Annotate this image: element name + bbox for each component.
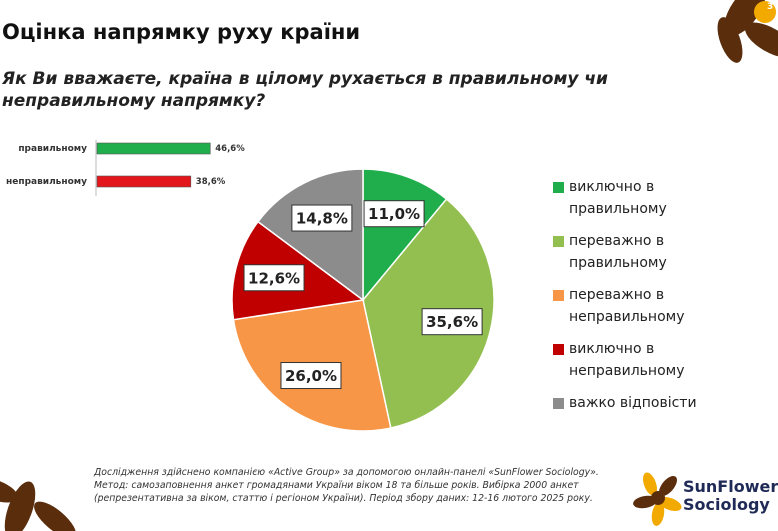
legend-swatch (553, 236, 564, 247)
legend-label: важко відповісти (569, 395, 697, 411)
logo-icon (633, 472, 682, 526)
bottom-flower (0, 477, 76, 531)
label-box (363, 200, 425, 228)
legend-label: переважно в правильному (569, 233, 667, 271)
bar (96, 175, 192, 188)
slice-value-label: 14,8% (296, 210, 348, 228)
bar-label: правильному (18, 144, 87, 154)
legend-swatch (553, 290, 564, 301)
bar-value-label: 38,6% (196, 177, 226, 187)
legend-item: виключно в неправильному (553, 338, 723, 382)
legend: виключно в правильному переважно в правил… (553, 176, 723, 424)
label-box (243, 264, 305, 292)
legend-item: виключно в правильному (553, 176, 723, 220)
legend-label: переважно в неправильному (569, 287, 685, 325)
bar-label: неправильному (6, 177, 87, 187)
legend-label: виключно в неправильному (569, 341, 685, 379)
slice-value-label: 11,0% (368, 205, 420, 223)
legend-label: виключно в правильному (569, 179, 667, 217)
bar-value-label: 46,6% (215, 144, 245, 154)
corner-flower (717, 0, 778, 63)
title: Оцінка напрямку руху країни (2, 20, 361, 44)
bar (96, 142, 211, 155)
legend-item: переважно в неправильному (553, 284, 723, 328)
method-note: Дослідження здійснено компанією «Active … (94, 467, 599, 504)
slice-value-label: 12,6% (248, 269, 300, 287)
label-box (421, 308, 483, 336)
question: Як Ви вважаєте, країна в цілому рухаєтьс… (2, 69, 608, 111)
legend-item: переважно в правильному (553, 230, 723, 274)
slice-value-label: 26,0% (285, 367, 337, 385)
legend-swatch (553, 398, 564, 409)
logo-text: SunFlower Sociology (683, 477, 778, 514)
label-box (280, 362, 342, 390)
legend-swatch (553, 344, 564, 355)
slice-value-label: 35,6% (426, 313, 478, 331)
pie-slice (256, 168, 364, 302)
page-number: 3 (767, 2, 774, 12)
legend-swatch (553, 182, 564, 193)
label-box (291, 204, 353, 232)
legend-item: важко відповісти (553, 392, 723, 414)
